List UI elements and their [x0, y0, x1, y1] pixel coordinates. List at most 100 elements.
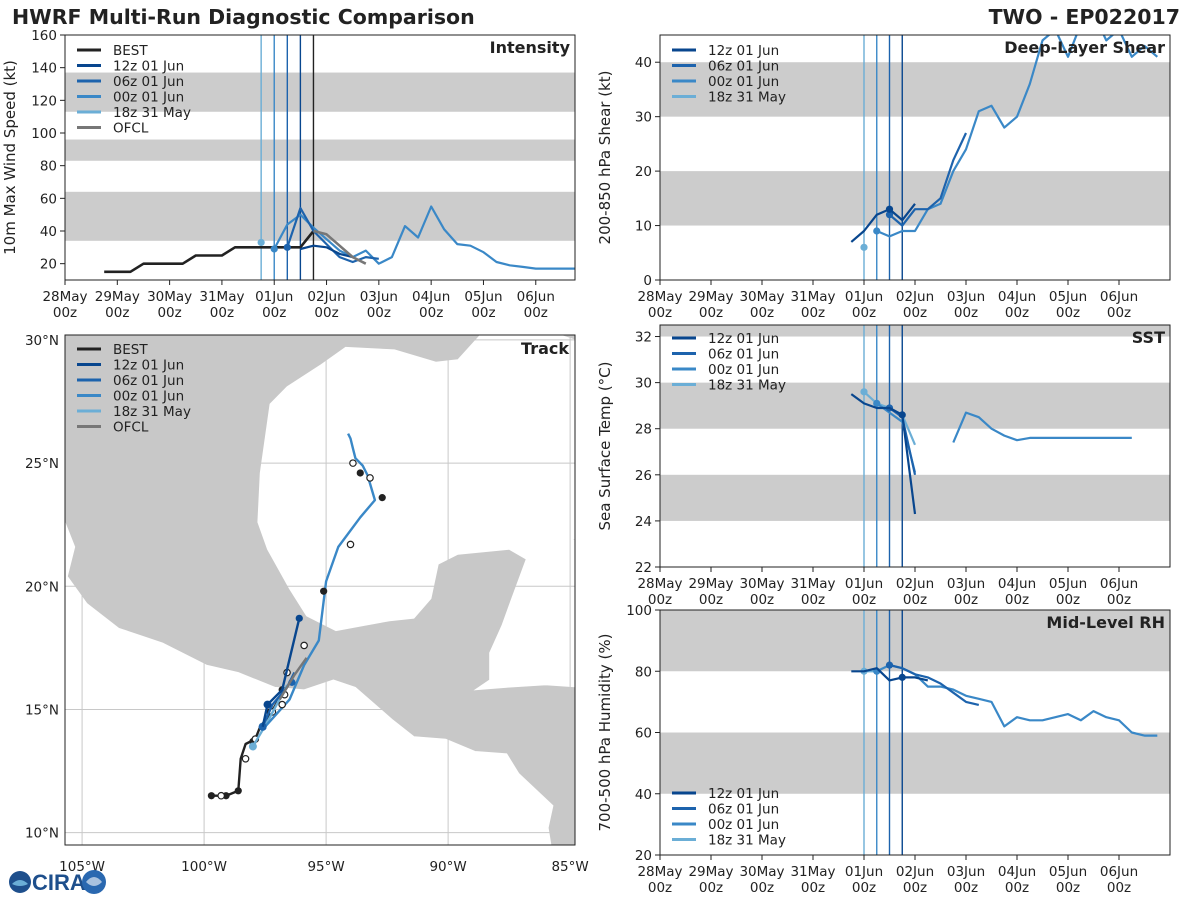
- rh-ytick-label: 80: [635, 664, 652, 680]
- intensity-ytick-label: 80: [40, 159, 57, 175]
- sst-panel: 22242628303228May00z29May00z30May00z31Ma…: [596, 324, 1171, 608]
- rh-xtick-label-day: 01Jun: [845, 864, 883, 880]
- track-start-point-06z-01-jun: [258, 722, 267, 731]
- rh-xtick-label-hour: 00z: [699, 880, 723, 896]
- shear-legend-label: 00z 01 Jun: [708, 74, 779, 90]
- intensity-xtick-label-day: 03Jun: [360, 289, 398, 305]
- intensity-point-06z-01-jun: [283, 243, 291, 251]
- sst-ytick-label: 24: [635, 514, 652, 530]
- sst-band-1: [660, 382, 1170, 429]
- sst-xtick-label-hour: 00z: [903, 592, 927, 608]
- shear-series-12z-01-jun: [850, 203, 916, 243]
- intensity-xtick-label-hour: 00z: [419, 305, 443, 321]
- track-lon-label: 100°W: [181, 859, 227, 875]
- rh-xtick-label-hour: 00z: [903, 880, 927, 896]
- rh-ytick-label: 100: [626, 603, 652, 619]
- intensity-series-00z-01-jun: [273, 205, 575, 270]
- sst-title: SST: [1132, 328, 1165, 347]
- track-lat-label: 10°N: [25, 826, 59, 842]
- rh-series-06z-01-jun: [889, 664, 980, 706]
- shear-xtick-label-day: 30May: [739, 289, 784, 305]
- shear-plot-area: [660, 35, 1170, 280]
- rh-xtick-label-day: 28May: [637, 864, 682, 880]
- track-title: Track: [521, 339, 569, 358]
- intensity-point-00z-01-jun: [270, 245, 278, 253]
- rh-xtick-label-day: 31May: [790, 864, 835, 880]
- track-lat-label: 25°N: [25, 456, 59, 472]
- sst-xtick-label-hour: 00z: [1056, 592, 1080, 608]
- sst-xtick-label-hour: 00z: [699, 592, 723, 608]
- track-point-12z-01-jun: [295, 614, 303, 622]
- intensity-legend-label: 12z 01 Jun: [113, 59, 184, 75]
- track-point-best: [207, 792, 216, 800]
- track-start-point-18z-31-may: [248, 742, 257, 751]
- cira-logo-swoosh-icon: [12, 880, 28, 886]
- intensity-ytick-label: 60: [40, 191, 57, 207]
- rh-xtick-label-day: 03Jun: [947, 864, 985, 880]
- rh-xtick-label-hour: 00z: [1005, 880, 1029, 896]
- shear-xtick-label-hour: 00z: [852, 305, 876, 321]
- shear-xtick-label-day: 03Jun: [947, 289, 985, 305]
- rh-plot-area: [660, 610, 1170, 855]
- track-lon-label: 85°W: [551, 859, 588, 875]
- rh-xtick-label-hour: 00z: [648, 880, 672, 896]
- shear-point-00z-01-jun: [873, 227, 881, 235]
- intensity-ytick-label: 120: [31, 93, 57, 109]
- sst-legend-label: 18z 31 May: [708, 378, 786, 394]
- cira-logo-swirl-arm-icon: [86, 877, 102, 886]
- shear-xtick-label-hour: 00z: [801, 305, 825, 321]
- sst-legend-label: 00z 01 Jun: [708, 362, 779, 378]
- sst-xtick-label-day: 29May: [688, 576, 733, 592]
- intensity-band-1: [65, 139, 575, 161]
- track-open-point-00z-01-jun: [349, 459, 357, 467]
- rh-xtick-label-day: 04Jun: [998, 864, 1036, 880]
- sst-point-18z-31-may: [860, 388, 868, 396]
- shear-panel: 01020304028May00z29May00z30May00z31May00…: [596, 34, 1171, 321]
- main-title: HWRF Multi-Run Diagnostic Comparison: [12, 5, 475, 29]
- rh-legend-label: 12z 01 Jun: [708, 786, 779, 802]
- sst-xtick-label-day: 31May: [790, 576, 835, 592]
- track-legend-label: 06z 01 Jun: [113, 373, 184, 389]
- track-open-point-best: [241, 754, 250, 763]
- rh-ylabel: 700-500 hPa Humidity (%): [596, 633, 614, 831]
- sst-series-12z-01-jun: [850, 393, 917, 515]
- intensity-xtick-label-hour: 00z: [262, 305, 286, 321]
- intensity-xtick-label-hour: 00z: [105, 305, 129, 321]
- sst-xtick-label-day: 30May: [739, 576, 784, 592]
- intensity-legend-label: 00z 01 Jun: [113, 90, 184, 106]
- shear-ylabel: 200-850 hPa Shear (kt): [596, 71, 614, 245]
- rh-ytick-label: 20: [635, 848, 652, 864]
- shear-xtick-label-hour: 00z: [648, 305, 672, 321]
- track-plot-area: [65, 335, 575, 845]
- sst-series-00z-01-jun-ext: [952, 411, 1132, 443]
- shear-xtick-label-day: 05Jun: [1049, 289, 1087, 305]
- intensity-band-2: [65, 72, 575, 112]
- shear-band-0: [660, 171, 1170, 226]
- track-frame: [64, 334, 576, 846]
- intensity-xtick-label-day: 01Jun: [255, 289, 293, 305]
- rh-title: Mid-Level RH: [1046, 613, 1165, 632]
- rh-xtick-label-day: 02Jun: [896, 864, 934, 880]
- sst-ytick-label: 28: [635, 422, 652, 438]
- shear-xtick-label-hour: 00z: [1056, 305, 1080, 321]
- intensity-legend-label: 18z 31 May: [113, 105, 191, 121]
- shear-point-06z-01-jun: [885, 211, 894, 219]
- shear-point-18z-31-may: [860, 243, 868, 251]
- intensity-xtick-label-day: 29May: [95, 289, 140, 305]
- intensity-series-ofcl: [313, 229, 367, 265]
- intensity-point-18z-31-may: [257, 238, 265, 247]
- intensity-legend-label: BEST: [113, 43, 148, 59]
- shear-legend-label: 06z 01 Jun: [708, 59, 779, 75]
- sst-legend-label: 12z 01 Jun: [708, 331, 779, 347]
- shear-xtick-label-hour: 00z: [1107, 305, 1131, 321]
- track-land-mexico: [65, 335, 575, 845]
- rh-band-1: [660, 610, 1170, 672]
- shear-xtick-label-hour: 00z: [699, 305, 723, 321]
- rh-xtick-label-day: 06Jun: [1100, 864, 1138, 880]
- shear-ytick-label: 20: [635, 164, 652, 180]
- intensity-xtick-label-hour: 00z: [367, 305, 391, 321]
